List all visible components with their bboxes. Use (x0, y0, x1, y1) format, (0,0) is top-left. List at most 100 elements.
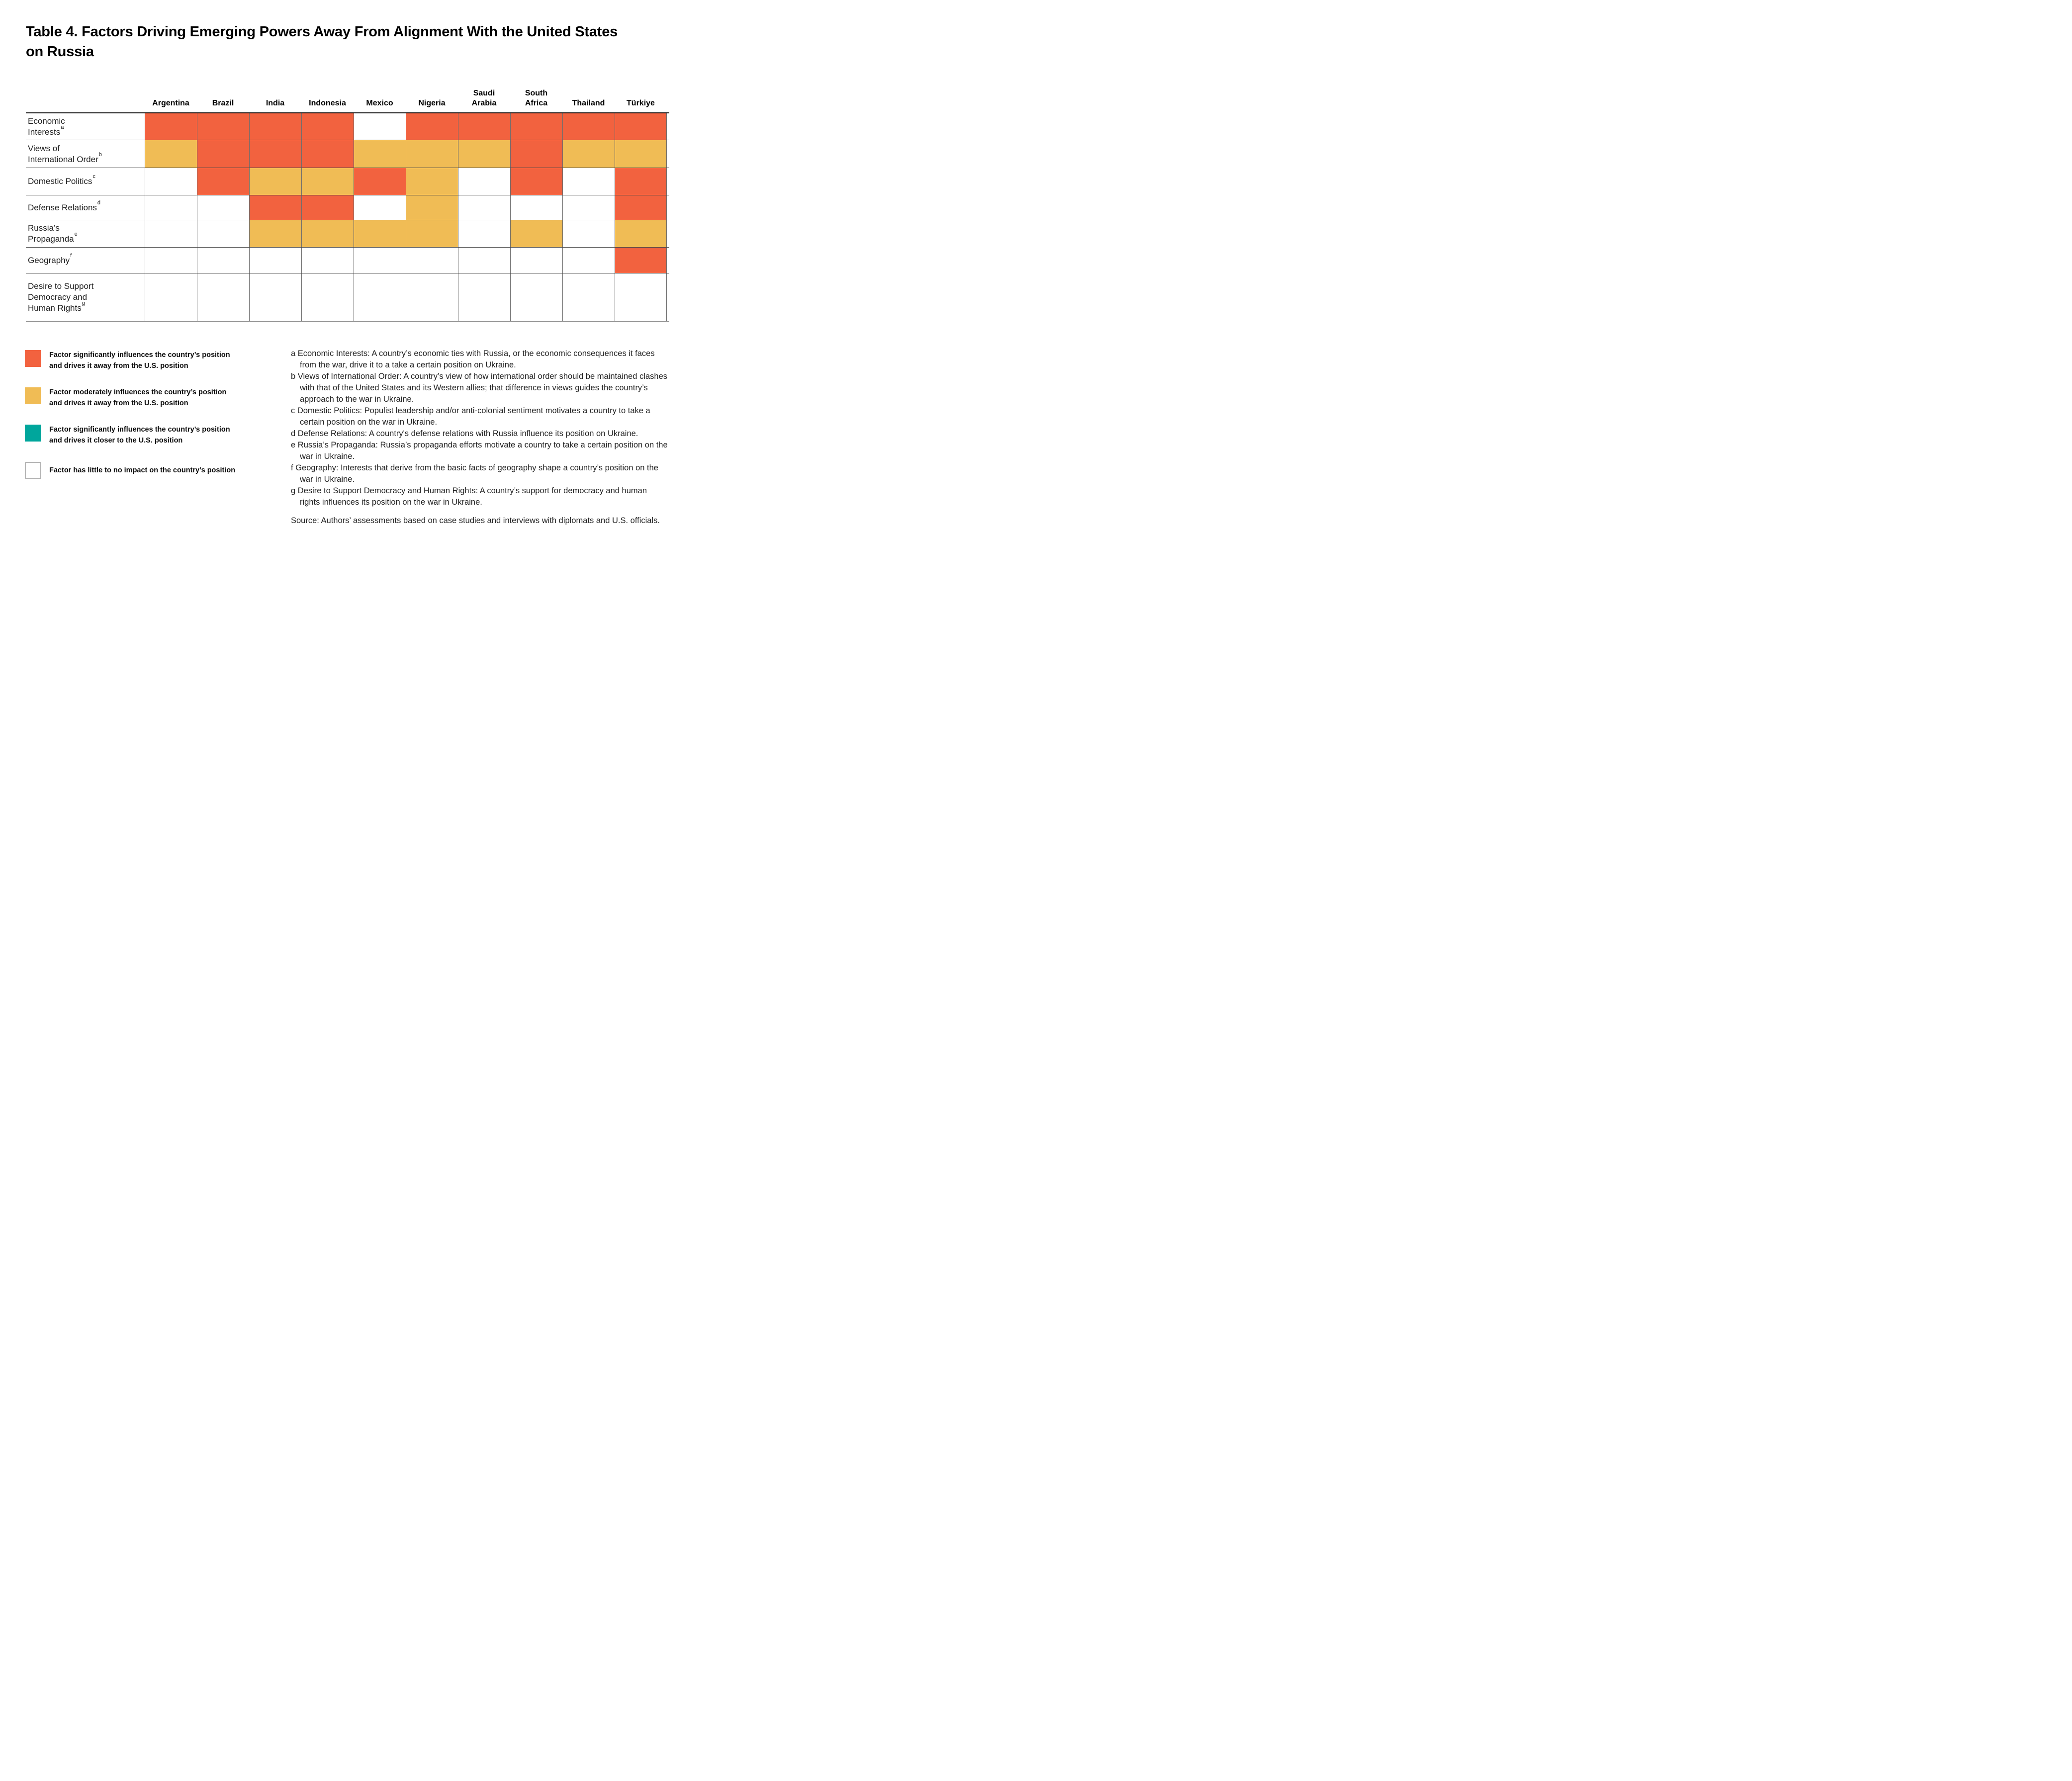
matrix-cell (510, 140, 562, 168)
legend-label: Factor significantly influences the coun… (49, 350, 230, 371)
matrix-cell (301, 168, 354, 195)
matrix-cell (301, 220, 354, 247)
footnote-marker: e (291, 441, 296, 449)
table-row: Domestic Politicsc (26, 168, 669, 195)
matrix-cell (510, 113, 562, 140)
matrix-cell (301, 140, 354, 168)
row-label-text: Geography (28, 255, 70, 265)
matrix-cell (458, 113, 510, 140)
footnote-marker: d (291, 429, 296, 438)
row-label: Economic Interestsa (28, 116, 102, 138)
column-header: South Africa (525, 89, 548, 107)
matrix-cell (145, 140, 197, 168)
legend-label-line: and drives it closer to the U.S. positio… (49, 437, 183, 445)
matrix-cell (510, 168, 562, 195)
matrix-cell (562, 248, 615, 273)
table-row: Economic Interestsa (26, 113, 669, 140)
table-row: Desire to Support Democracy and Human Ri… (26, 273, 669, 322)
report-figure: Table 4. Factors Driving Emerging Powers… (0, 0, 691, 594)
matrix-cell (197, 195, 249, 220)
matrix-cell (615, 248, 667, 273)
matrix-cell (615, 273, 667, 321)
matrix-cell (145, 248, 197, 273)
footnote-marker: g (291, 486, 296, 495)
footnote-text: Defense Relations: A country's defense r… (297, 429, 638, 438)
matrix-cell (197, 140, 249, 168)
matrix-cell (197, 248, 249, 273)
matrix-cell (145, 168, 197, 195)
row-label: Geographyf (28, 252, 72, 266)
matrix-cell (249, 140, 301, 168)
matrix-cell (406, 273, 458, 321)
matrix-cell (145, 195, 197, 220)
footnote-text: Domestic Politics: Populist leadership a… (297, 406, 650, 427)
legend-label: Factor has little to no impact on the co… (49, 465, 235, 476)
matrix-cell (301, 248, 354, 273)
matrix-cell (406, 195, 458, 220)
column-header: Thailand (572, 99, 605, 107)
matrix-cell (458, 220, 510, 247)
row-label-footnote-ref: d (97, 199, 101, 206)
row-label-text: Economic Interests (28, 116, 65, 137)
table-row: Russia’s Propagandae (26, 220, 669, 248)
row-label-cell: Views of International Orderb (26, 140, 145, 168)
row-label: Views of International Orderb (28, 143, 102, 165)
table-row: Views of International Orderb (26, 140, 669, 168)
legend-label: Factor significantly influences the coun… (49, 424, 230, 446)
footnote: d Defense Relations: A country's defense… (291, 428, 669, 440)
column-header: Saudi Arabia (471, 89, 497, 107)
row-label-cell: Economic Interestsa (26, 113, 145, 140)
matrix-cell (354, 113, 406, 140)
footnote: e Russia’s Propaganda: Russia’s propagan… (291, 440, 669, 462)
matrix-cell (510, 273, 562, 321)
legend-label-line: and drives it away from the U.S. positio… (49, 362, 188, 370)
matrix-cell (301, 195, 354, 220)
matrix-cell (301, 273, 354, 321)
legend-swatch (25, 350, 41, 367)
footnote-marker: c (291, 406, 295, 415)
column-headers-row: Argentina Brazil India Indonesia Mexico Niger… (26, 80, 669, 113)
row-label-text: Russia’s Propaganda (28, 223, 74, 244)
row-label: Defense Relationsd (28, 199, 101, 213)
matrix-cell (562, 140, 615, 168)
matrix-cell (615, 220, 667, 247)
legend-label-line: Factor significantly influences the coun… (49, 426, 230, 434)
matrix-cell (458, 140, 510, 168)
matrix-cell (458, 248, 510, 273)
row-label-cell: Defense Relationsd (26, 195, 145, 220)
matrix-cell (406, 140, 458, 168)
footnote: a Economic Interests: A country’s econom… (291, 348, 669, 371)
matrix-cell (562, 168, 615, 195)
legend-item: Factor significantly influences the coun… (25, 424, 273, 446)
matrix-cell (562, 273, 615, 321)
row-label-footnote-ref: a (61, 124, 64, 130)
matrix-cell (354, 140, 406, 168)
table-row: Defense Relationsd (26, 195, 669, 220)
matrix-cell (562, 195, 615, 220)
page-title: Table 4. Factors Driving Emerging Powers… (26, 24, 618, 60)
footnote: c Domestic Politics: Populist leadership… (291, 405, 669, 428)
matrix-cell (615, 140, 667, 168)
matrix-cell (406, 113, 458, 140)
legend-swatch (25, 387, 41, 404)
footnote-text: Desire to Support Democracy and Human Ri… (297, 486, 647, 507)
legend-label-line: Factor significantly influences the coun… (49, 351, 230, 359)
row-label-footnote-ref: b (98, 151, 102, 158)
footnote-text: Russia’s Propaganda: Russia’s propaganda… (297, 441, 668, 461)
matrix-cell (249, 273, 301, 321)
matrix-cell (354, 248, 406, 273)
legend-label-line: Factor moderately influences the country… (49, 388, 227, 396)
legend-item: Factor moderately influences the country… (25, 387, 273, 409)
legend-label-line: Factor has little to no impact on the co… (49, 466, 236, 474)
row-label-text: Domestic Politics (28, 177, 92, 186)
matrix-cell (249, 195, 301, 220)
source-note: Source: Authors’ assessments based on ca… (291, 516, 660, 525)
row-label-footnote-ref: c (92, 174, 95, 180)
matrix-cell (249, 248, 301, 273)
row-label-footnote-ref: f (70, 252, 72, 259)
footnote: f Geography: Interests that derive from … (291, 462, 669, 485)
column-header: Indonesia (309, 99, 346, 107)
legend: Factor significantly influences the coun… (25, 350, 273, 479)
matrix-cell (510, 220, 562, 247)
row-label-cell: Russia’s Propagandae (26, 220, 145, 247)
